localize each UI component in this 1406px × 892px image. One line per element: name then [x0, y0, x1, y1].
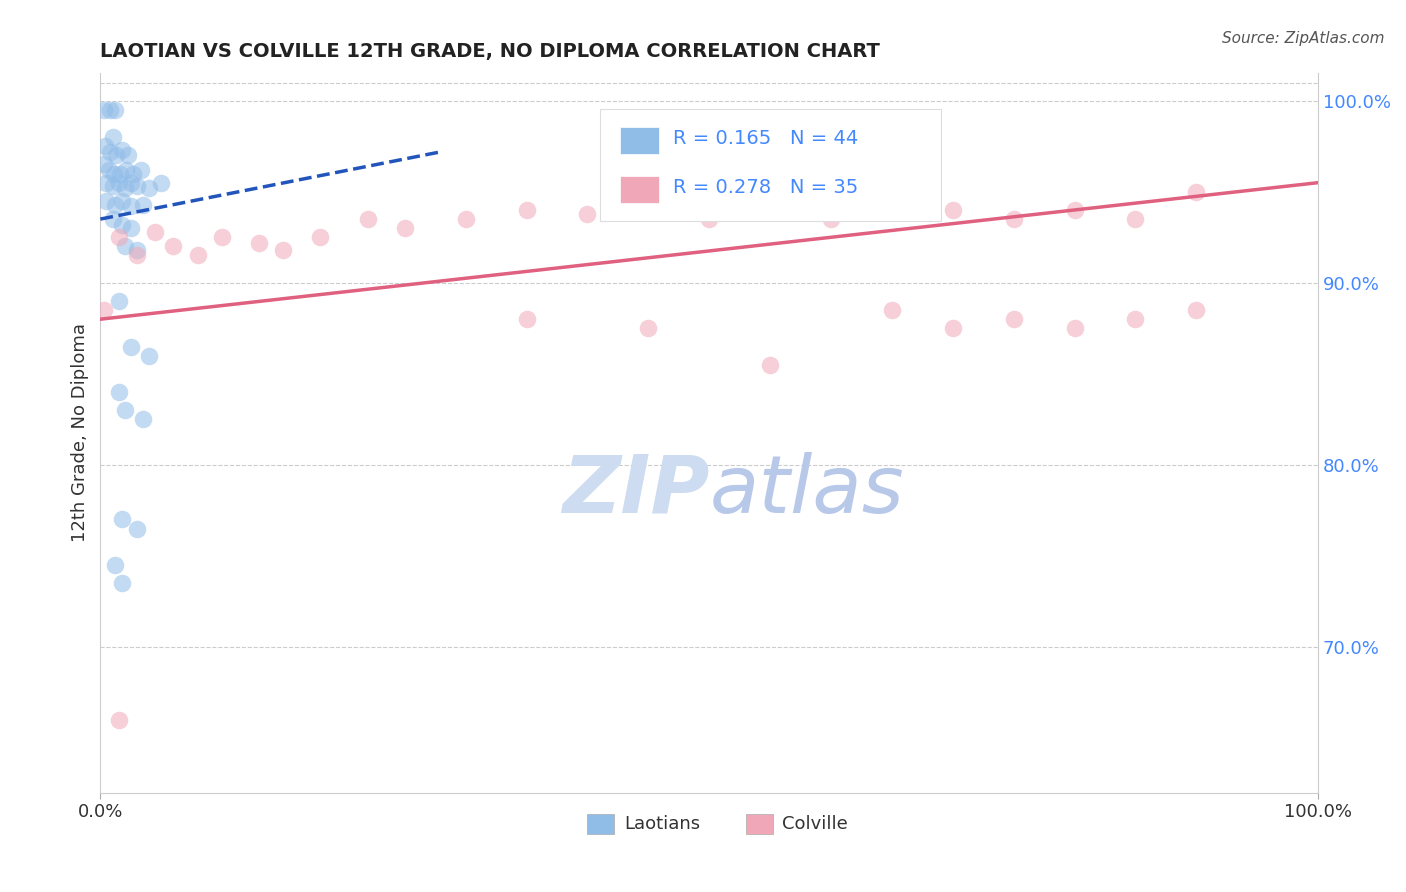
- Point: [125, 522, 148, 536]
- Text: atlas: atlas: [709, 451, 904, 530]
- Point: [308, 230, 330, 244]
- Point: [637, 199, 659, 213]
- Point: [117, 148, 139, 162]
- Point: [94, 139, 117, 153]
- Point: [97, 162, 120, 177]
- Point: [516, 202, 538, 217]
- Point: [104, 103, 127, 117]
- Point: [942, 321, 965, 335]
- Point: [111, 576, 134, 591]
- Bar: [620, 176, 659, 202]
- Point: [111, 143, 134, 157]
- Text: LAOTIAN VS COLVILLE 12TH GRADE, NO DIPLOMA CORRELATION CHART: LAOTIAN VS COLVILLE 12TH GRADE, NO DIPLO…: [100, 42, 880, 61]
- Point: [143, 225, 166, 239]
- Point: [697, 212, 720, 227]
- Point: [394, 221, 416, 235]
- Point: [187, 248, 209, 262]
- Point: [162, 239, 184, 253]
- Point: [107, 176, 129, 190]
- Point: [101, 212, 124, 227]
- Point: [271, 243, 294, 257]
- Point: [93, 103, 115, 117]
- Point: [108, 167, 131, 181]
- Point: [111, 218, 134, 232]
- Point: [1063, 321, 1085, 335]
- Point: [120, 199, 142, 213]
- Point: [1063, 202, 1085, 217]
- Point: [1125, 212, 1147, 227]
- Point: [129, 162, 152, 177]
- Point: [1002, 312, 1025, 326]
- Point: [98, 103, 121, 117]
- Bar: [588, 814, 614, 834]
- Text: ZIP: ZIP: [562, 451, 709, 530]
- Point: [454, 212, 477, 227]
- Point: [880, 303, 903, 318]
- Point: [114, 181, 136, 195]
- Point: [107, 713, 129, 727]
- Point: [125, 243, 148, 257]
- Point: [132, 197, 155, 211]
- Point: [107, 230, 129, 244]
- Point: [101, 130, 124, 145]
- Point: [125, 248, 148, 262]
- Point: [820, 212, 842, 227]
- Point: [1125, 312, 1147, 326]
- FancyBboxPatch shape: [599, 110, 941, 221]
- Point: [120, 339, 142, 353]
- Point: [101, 179, 124, 194]
- Point: [357, 212, 380, 227]
- Point: [516, 312, 538, 326]
- Point: [247, 235, 270, 250]
- Point: [150, 176, 173, 190]
- Point: [96, 194, 118, 208]
- Point: [942, 202, 965, 217]
- Point: [637, 321, 659, 335]
- Point: [1002, 212, 1025, 227]
- Point: [115, 162, 138, 177]
- Bar: [620, 127, 659, 154]
- Point: [211, 230, 233, 244]
- Point: [125, 179, 148, 194]
- Point: [880, 199, 903, 213]
- Point: [759, 358, 782, 372]
- Point: [120, 221, 142, 235]
- Point: [1185, 185, 1208, 199]
- Point: [114, 403, 136, 417]
- Point: [576, 206, 599, 220]
- Point: [132, 412, 155, 426]
- Point: [114, 239, 136, 253]
- Point: [96, 176, 118, 190]
- Point: [93, 157, 115, 171]
- Y-axis label: 12th Grade, No Diploma: 12th Grade, No Diploma: [72, 324, 89, 542]
- Point: [104, 558, 127, 572]
- Point: [107, 384, 129, 399]
- Point: [1185, 303, 1208, 318]
- Point: [105, 148, 128, 162]
- Point: [120, 176, 142, 190]
- Text: Colville: Colville: [782, 815, 848, 833]
- Point: [111, 512, 134, 526]
- Point: [98, 145, 121, 159]
- Point: [111, 194, 134, 208]
- Text: Laotians: Laotians: [624, 815, 700, 833]
- Point: [138, 349, 160, 363]
- Text: Source: ZipAtlas.com: Source: ZipAtlas.com: [1222, 31, 1385, 46]
- Point: [103, 167, 125, 181]
- Point: [759, 202, 782, 217]
- Point: [122, 167, 145, 181]
- Point: [107, 293, 129, 308]
- Point: [104, 197, 127, 211]
- Point: [138, 181, 160, 195]
- Text: R = 0.165   N = 44: R = 0.165 N = 44: [672, 128, 858, 148]
- Point: [93, 303, 115, 318]
- Bar: [745, 814, 772, 834]
- Text: R = 0.278   N = 35: R = 0.278 N = 35: [672, 178, 858, 196]
